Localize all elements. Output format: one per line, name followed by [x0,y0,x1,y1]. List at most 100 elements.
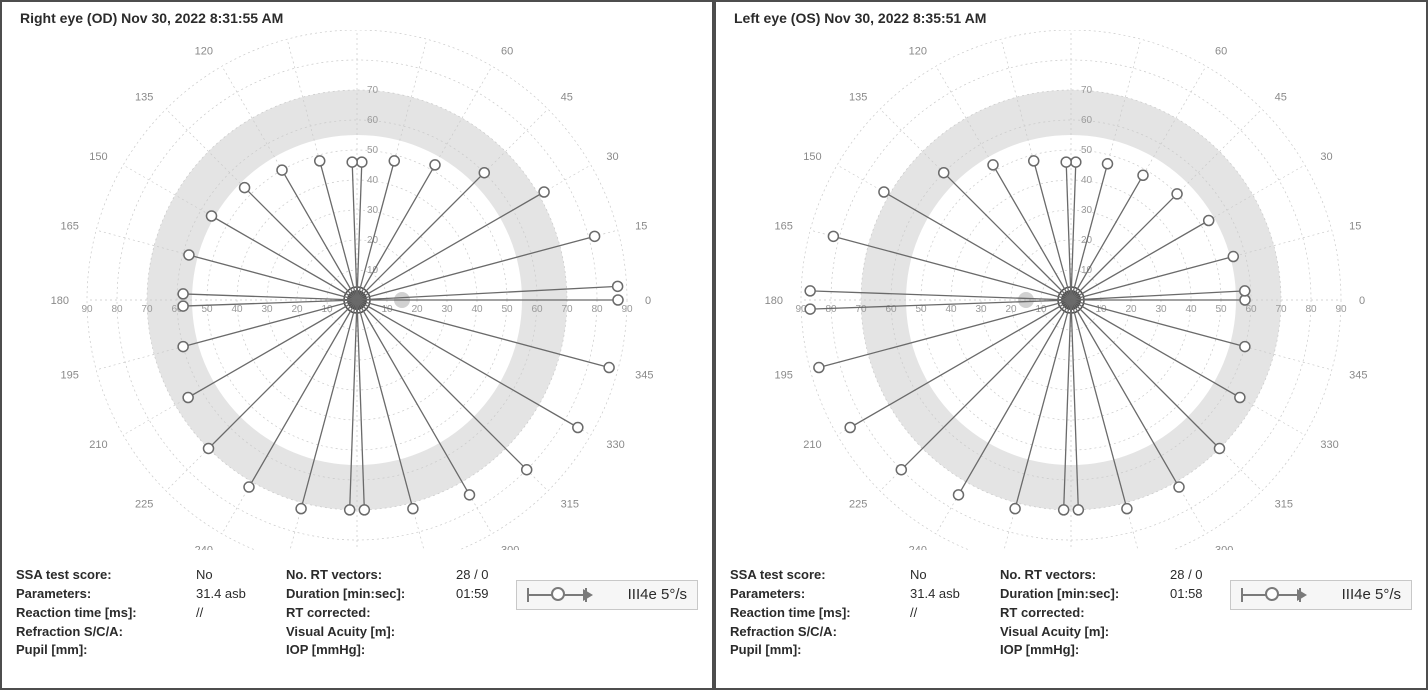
legend-arrow-icon [583,589,593,601]
legend-tick-icon [527,588,529,602]
svg-text:30: 30 [975,304,987,315]
refraction-label: Refraction S/C/A: [16,624,123,639]
svg-text:20: 20 [1005,304,1017,315]
va-label: Visual Acuity [m]: [1000,624,1109,639]
legend-od: III4e 5°/s [516,580,698,610]
svg-text:120: 120 [195,46,213,58]
svg-text:195: 195 [60,370,78,382]
svg-text:180: 180 [765,295,783,307]
duration-label: Duration [min:sec]: [286,586,405,601]
params-label: Parameters: [730,586,805,601]
svg-text:80: 80 [111,304,123,315]
refraction-value: // [196,604,286,623]
svg-text:40: 40 [1081,175,1093,186]
svg-text:80: 80 [1305,304,1317,315]
svg-text:70: 70 [561,304,573,315]
svg-text:30: 30 [367,205,379,216]
svg-text:70: 70 [1081,85,1093,96]
svg-text:90: 90 [81,304,93,315]
params-value: 31.4 asb [910,585,1000,604]
rtcorr-label: RT corrected: [1000,605,1085,620]
reaction-label: Reaction time [ms]: [16,605,137,620]
legend-marker-icon [551,587,565,601]
refraction-value: // [910,604,1000,623]
ssa-label: SSA test score: [16,567,112,582]
perimetry-report: Right eye (OD) Nov 30, 2022 8:31:55 AM 0… [0,0,1428,690]
svg-text:80: 80 [591,304,603,315]
chart-od: 0153045607590105120135150165180195210225… [2,30,712,550]
svg-text:15: 15 [635,220,647,232]
svg-text:60: 60 [1215,46,1227,58]
svg-text:50: 50 [1081,145,1093,156]
svg-text:40: 40 [945,304,957,315]
svg-text:165: 165 [774,220,792,232]
panel-os-title: Left eye (OS) Nov 30, 2022 8:35:51 AM [734,10,986,26]
svg-text:40: 40 [231,304,243,315]
vectors-label: No. RT vectors: [286,567,382,582]
svg-text:345: 345 [635,370,653,382]
rtcorr-label: RT corrected: [286,605,371,620]
legend-arrow-icon [1297,589,1307,601]
legend-tick-icon [1241,588,1243,602]
reaction-label: Reaction time [ms]: [730,605,851,620]
svg-text:70: 70 [367,85,379,96]
svg-text:20: 20 [291,304,303,315]
svg-text:40: 40 [471,304,483,315]
svg-text:345: 345 [1349,370,1367,382]
svg-text:240: 240 [909,544,927,550]
svg-text:180: 180 [51,295,69,307]
va-label: Visual Acuity [m]: [286,624,395,639]
svg-text:210: 210 [803,439,821,451]
svg-text:90: 90 [1335,304,1347,315]
svg-text:210: 210 [89,439,107,451]
svg-text:225: 225 [849,499,867,511]
svg-text:150: 150 [803,151,821,163]
svg-text:20: 20 [1125,304,1137,315]
svg-text:60: 60 [531,304,543,315]
svg-text:15: 15 [1349,220,1361,232]
svg-text:0: 0 [645,295,651,307]
svg-text:90: 90 [621,304,633,315]
iop-label: IOP [mmHg]: [286,642,365,657]
svg-text:50: 50 [1215,304,1227,315]
svg-text:50: 50 [501,304,513,315]
svg-text:30: 30 [1320,151,1332,163]
svg-text:45: 45 [1275,91,1287,103]
svg-text:60: 60 [501,46,513,58]
legend-label: III4e 5°/s [628,586,687,603]
panel-os: Left eye (OS) Nov 30, 2022 8:35:51 AM 01… [714,0,1428,690]
svg-text:330: 330 [1320,439,1338,451]
panel-od-title: Right eye (OD) Nov 30, 2022 8:31:55 AM [20,10,283,26]
svg-text:165: 165 [60,220,78,232]
svg-text:30: 30 [606,151,618,163]
svg-text:60: 60 [367,115,379,126]
svg-text:195: 195 [774,370,792,382]
svg-text:50: 50 [367,145,379,156]
svg-text:135: 135 [135,91,153,103]
panel-od: Right eye (OD) Nov 30, 2022 8:31:55 AM 0… [0,0,714,690]
ssa-value: No [910,566,1000,585]
svg-text:80: 80 [825,304,837,315]
svg-text:60: 60 [1081,115,1093,126]
vectors-label: No. RT vectors: [1000,567,1096,582]
duration-label: Duration [min:sec]: [1000,586,1119,601]
iop-label: IOP [mmHg]: [1000,642,1079,657]
ssa-label: SSA test score: [730,567,826,582]
svg-text:135: 135 [849,91,867,103]
svg-text:30: 30 [441,304,453,315]
svg-text:150: 150 [89,151,107,163]
params-value: 31.4 asb [196,585,286,604]
svg-text:120: 120 [909,46,927,58]
svg-text:45: 45 [561,91,573,103]
svg-text:315: 315 [561,499,579,511]
svg-text:330: 330 [606,439,624,451]
svg-text:225: 225 [135,499,153,511]
legend-marker-icon [1265,587,1279,601]
legend-os: III4e 5°/s [1230,580,1412,610]
svg-text:40: 40 [1185,304,1197,315]
svg-text:315: 315 [1275,499,1293,511]
svg-text:300: 300 [1215,544,1233,550]
refraction-label: Refraction S/C/A: [730,624,837,639]
svg-text:20: 20 [411,304,423,315]
svg-text:300: 300 [501,544,519,550]
